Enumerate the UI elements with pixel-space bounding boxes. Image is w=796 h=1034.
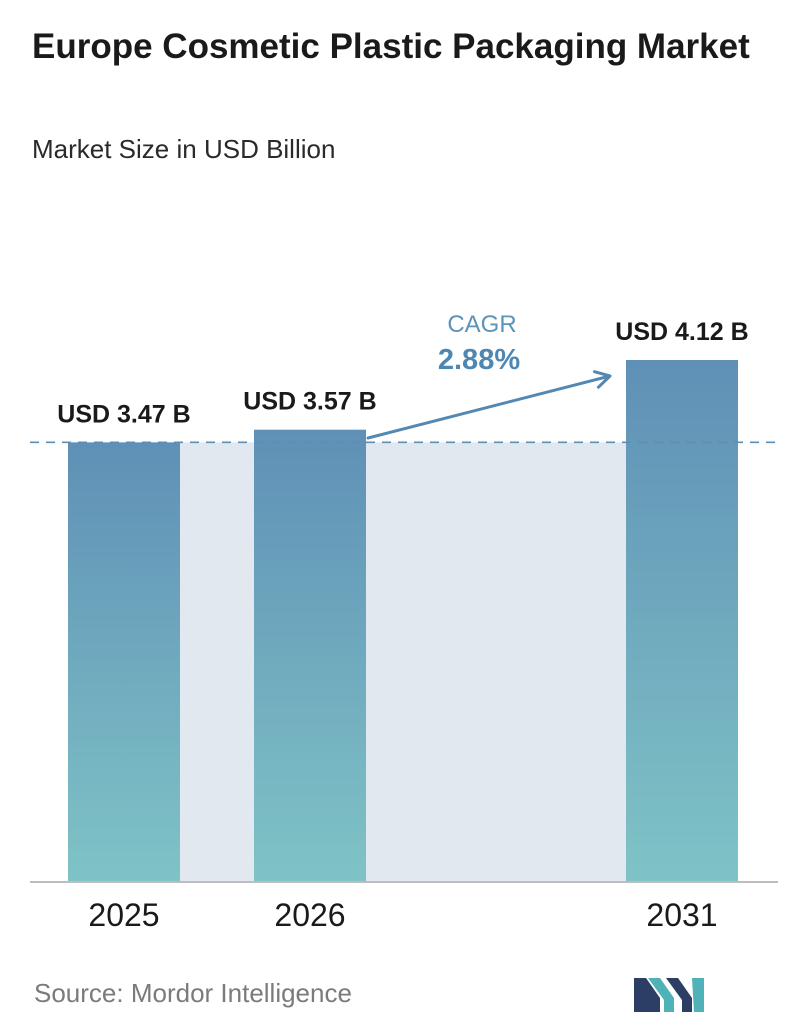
- chart-title: Europe Cosmetic Plastic Packaging Market: [32, 27, 750, 66]
- bar-2026: [254, 429, 366, 882]
- chart-subtitle: Market Size in USD Billion: [32, 134, 336, 164]
- bar-2031: [626, 360, 738, 882]
- cagr-arrow: [366, 370, 612, 440]
- value-label-2031: USD 4.12 B: [615, 318, 748, 346]
- reference-band: [124, 442, 682, 882]
- value-label-2025: USD 3.47 B: [57, 400, 190, 428]
- x-tick-2025: 2025: [88, 897, 159, 933]
- mordor-logo: [634, 978, 704, 1012]
- x-tick-2026: 2026: [274, 897, 345, 933]
- bar-2025: [68, 442, 180, 882]
- bar-chart: USD 3.47 B 2025 USD 3.57 B 2026 USD 4.12 B 20…: [30, 311, 780, 933]
- cagr-value: 2.88%: [438, 344, 520, 376]
- x-tick-2031: 2031: [646, 897, 717, 933]
- value-label-2026: USD 3.57 B: [243, 388, 376, 416]
- cagr-label: CAGR: [447, 311, 516, 338]
- source-note: Source: Mordor Intelligence: [34, 978, 352, 1008]
